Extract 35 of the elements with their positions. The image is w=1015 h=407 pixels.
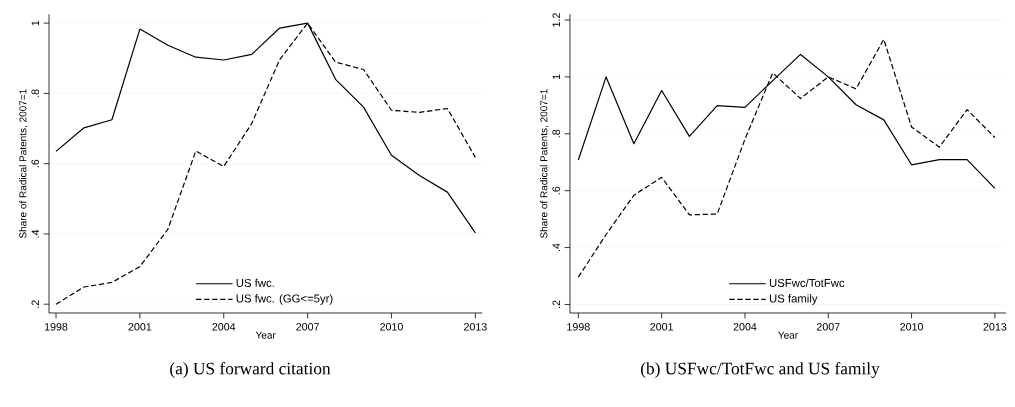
- line-series: [55, 22, 476, 305]
- text: (a) US forward citation: [170, 362, 331, 378]
- y-axis-title: Share of Radical Patents, 2007=1: [540, 89, 549, 239]
- legend-label: US fwc.: [236, 278, 274, 287]
- y-tick-label: .6: [31, 159, 39, 168]
- y-tick-label: .6: [552, 186, 560, 195]
- x-axis-title: Year: [778, 331, 798, 339]
- x-tick-label: 1998: [567, 323, 590, 331]
- line-series: [577, 38, 996, 278]
- y-axis-title: Share of Radical Patents, 2007=1: [19, 89, 28, 239]
- text: (b) USFwc/TotFwc and US family: [641, 362, 880, 378]
- y-tick-label: 1: [31, 20, 39, 26]
- y-tick-label: .2: [552, 300, 560, 308]
- x-tick-label: 2013: [464, 323, 487, 331]
- y-tick-label: 1.2: [552, 13, 560, 27]
- y-tick-label: .4: [552, 243, 560, 252]
- x-tick-label: 2013: [983, 323, 1007, 331]
- x-tick-label: 2004: [733, 323, 757, 331]
- x-tick-label: 2010: [380, 323, 403, 331]
- x-tick-label: 2001: [650, 323, 673, 331]
- x-tick-label: 2007: [816, 323, 840, 331]
- x-tick-label: 2004: [212, 323, 236, 331]
- x-tick-label: 2007: [296, 323, 319, 331]
- x-tick-label: 2001: [128, 323, 152, 331]
- y-tick-label: 1: [552, 74, 560, 80]
- x-tick-label: 2010: [900, 323, 924, 331]
- y-tick-label: .4: [31, 229, 39, 238]
- legend-label: US family: [769, 294, 818, 305]
- x-axis-title: Year: [255, 331, 276, 339]
- legend-label: US fwc. (GG<=5yr): [236, 294, 333, 305]
- x-tick-label: 1998: [44, 323, 68, 331]
- legend-label: USFwc/TotFwc: [769, 278, 845, 287]
- y-tick-label: .2: [31, 300, 39, 308]
- y-tick-label: .8: [31, 89, 39, 97]
- y-tick-label: .8: [552, 129, 560, 138]
